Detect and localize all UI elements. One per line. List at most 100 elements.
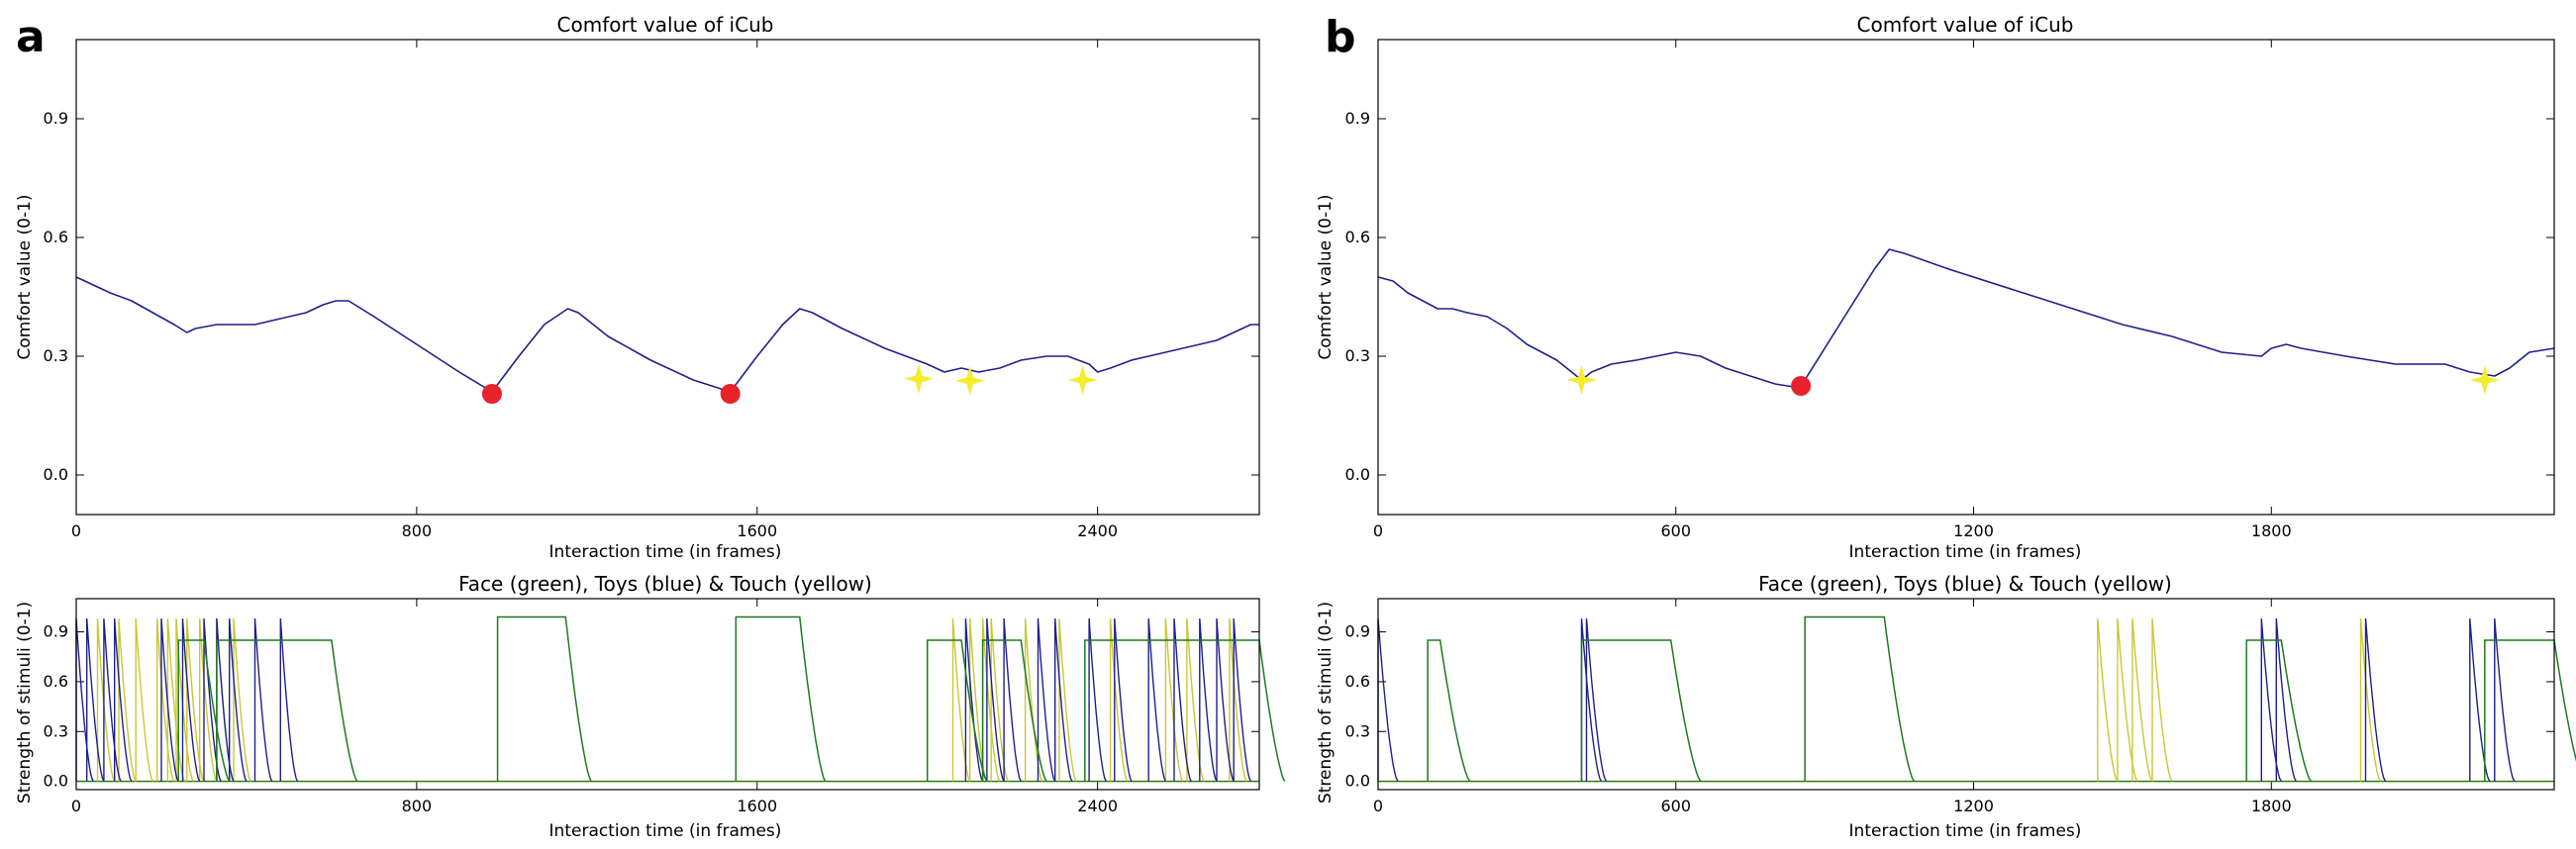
panel-b-stimuli-xtick-label: 1800 bbox=[2251, 797, 2292, 815]
panel-b-comfort-xtick-label: 1200 bbox=[1953, 521, 1994, 540]
panel-a-stimuli-xlabel: Interaction time (in frames) bbox=[549, 821, 782, 841]
panel-a-comfort-chart: Comfort value of iCub Interaction time (… bbox=[15, 13, 1260, 562]
panel-a-stimuli-face-plateau bbox=[177, 639, 231, 782]
panel-a-stimuli-toys-spike bbox=[1147, 618, 1167, 782]
panel-a-comfort-xtick-label: 1600 bbox=[737, 521, 777, 540]
panel-letter-b: b bbox=[1325, 12, 1356, 62]
panel-a-stimuli-toys-spike bbox=[1003, 618, 1022, 782]
panel-b-comfort-xtick-label: 0 bbox=[1373, 521, 1383, 540]
panel-a-comfort-ytick-label: 0.0 bbox=[44, 465, 68, 484]
panel-b-stimuli-face-plateau bbox=[1804, 615, 1916, 782]
panel-a-stimuli-toys-spike bbox=[203, 618, 222, 782]
panel-a-stimuli-ylabel: Strength of stimuli (0-1) bbox=[15, 602, 35, 803]
panel-a-stimuli-face-plateau bbox=[496, 615, 592, 782]
panel-a-stimuli-ytick-label: 0.0 bbox=[44, 772, 68, 791]
panel-b-stimuli-toys-spike bbox=[2364, 618, 2387, 782]
panel-b-stimuli-touch-spike bbox=[2097, 618, 2119, 782]
panel-a-stimuli-toys-spike bbox=[253, 618, 273, 782]
panel-a-stimuli-touch-spike bbox=[156, 618, 175, 782]
panel-a-comfort-frame bbox=[75, 39, 1260, 516]
panel-b-comfort-chart: Comfort value of iCub Interaction time (… bbox=[1316, 13, 2555, 562]
panel-a-comfort-yellow-star-marker bbox=[954, 365, 985, 396]
panel-a-stimuli-touch-spike bbox=[1186, 618, 1205, 782]
panel-a-comfort-comfort-line bbox=[75, 276, 1259, 393]
panel-b-comfort-ytick-label: 0.6 bbox=[1345, 228, 1370, 246]
panel-a-comfort-xtick-label: 0 bbox=[71, 521, 81, 540]
panel-a-comfort-ylabel: Comfort value (0-1) bbox=[15, 194, 35, 359]
panel-b-stimuli-toys-spike bbox=[1580, 618, 1603, 782]
panel-a-comfort-red-dot-marker bbox=[720, 384, 741, 404]
panel-a-comfort-ytick-label: 0.6 bbox=[44, 228, 68, 246]
panel-b-comfort-ytick-label: 0.3 bbox=[1345, 346, 1370, 365]
panel-b-stimuli-toys-spike bbox=[1377, 618, 1399, 782]
panel-a-stimuli-toys-spike bbox=[1216, 618, 1235, 782]
panel-a-stimuli-title: Face (green), Toys (blue) & Touch (yello… bbox=[458, 572, 872, 596]
panel-a-stimuli-toys-spike bbox=[103, 618, 122, 782]
panel-a-stimuli-toys-spike bbox=[181, 618, 201, 782]
panel-b-stimuli-ytick-label: 0.6 bbox=[1345, 672, 1370, 691]
panel-a-stimuli-face-plateau bbox=[216, 639, 358, 782]
panel-a-stimuli-frame bbox=[75, 598, 1260, 791]
panel-b-stimuli-xtick-label: 600 bbox=[1660, 797, 1691, 815]
panel-a-stimuli-xtick-label: 800 bbox=[402, 797, 433, 815]
panel-b-stimuli-touch-spike bbox=[2117, 618, 2138, 782]
panel-a-stimuli-toys-spike bbox=[279, 618, 299, 782]
panel-a-comfort-xtick-label: 800 bbox=[402, 521, 433, 540]
panel-a-stimuli-touch-spike bbox=[233, 618, 251, 782]
panel-a-stimuli-touch-spike bbox=[969, 618, 988, 782]
panel-b-comfort-ytick-label: 0.9 bbox=[1345, 109, 1370, 128]
panel-a-stimuli-toys-spike bbox=[1088, 618, 1107, 782]
panel-b-stimuli-toys-spike bbox=[2275, 618, 2297, 782]
panel-a-stimuli-xtick-label: 1600 bbox=[737, 797, 777, 815]
panel-b-stimuli-title: Face (green), Toys (blue) & Touch (yello… bbox=[1758, 572, 2172, 596]
panel-a-stimuli-toys-spike bbox=[216, 618, 235, 782]
panel-a-comfort-ytick-label: 0.3 bbox=[44, 346, 68, 365]
panel-b-comfort-xtick-label: 600 bbox=[1660, 521, 1691, 540]
panel-a-stimuli-toys-spike bbox=[1173, 618, 1192, 782]
panel-a-stimuli-touch-spike bbox=[135, 618, 154, 782]
panel-b-comfort-frame bbox=[1377, 39, 2555, 516]
panel-b-stimuli-chart: Face (green), Toys (blue) & Touch (yello… bbox=[1316, 572, 2576, 841]
panel-b-stimuli-toys-spike bbox=[2469, 618, 2491, 782]
panel-b-stimuli-ytick-label: 0.9 bbox=[1345, 622, 1370, 641]
panel-b-comfort-xtick-label: 1800 bbox=[2251, 521, 2292, 540]
panel-b-comfort-ytick-label: 0.0 bbox=[1345, 465, 1370, 484]
panel-a-stimuli-toys-spike bbox=[1199, 618, 1218, 782]
panel-a-stimuli-toys-spike bbox=[229, 618, 248, 782]
panel-b-stimuli-touch-spike bbox=[2359, 618, 2382, 782]
panel-b-stimuli-touch-spike bbox=[2151, 618, 2173, 782]
panel-b-stimuli-xlabel: Interaction time (in frames) bbox=[1849, 821, 2082, 841]
panel-a-stimuli-touch-spike bbox=[186, 618, 205, 782]
panel-a-stimuli-toys-spike bbox=[1054, 618, 1073, 782]
panel-b-stimuli-face-plateau bbox=[1427, 639, 1471, 782]
panel-a-comfort-xlabel: Interaction time (in frames) bbox=[549, 542, 782, 562]
panel-b-stimuli-face-plateau bbox=[2484, 639, 2576, 782]
panel-b-comfort-yellow-star-marker bbox=[2469, 365, 2500, 395]
panel-b-stimuli-ylabel: Strength of stimuli (0-1) bbox=[1316, 602, 1336, 803]
panel-b-comfort-ylabel: Comfort value (0-1) bbox=[1316, 194, 1336, 359]
panel-a-stimuli-ytick-label: 0.3 bbox=[44, 721, 68, 740]
panel-a-stimuli-xtick-label: 2400 bbox=[1077, 797, 1118, 815]
panel-letter-a: a bbox=[16, 12, 46, 62]
panel-b-stimuli-frame bbox=[1377, 598, 2555, 791]
panel-b-stimuli-xtick-label: 0 bbox=[1373, 797, 1383, 815]
panel-a-stimuli-ytick-label: 0.6 bbox=[44, 672, 68, 691]
panel-b-stimuli-toys-spike bbox=[2494, 618, 2516, 782]
panel-a-stimuli-toys-spike bbox=[1037, 618, 1056, 782]
panel-a-stimuli-toys-spike bbox=[75, 618, 94, 782]
panel-b-comfort-red-dot-marker bbox=[1791, 376, 1812, 396]
panel-a-comfort-red-dot-marker bbox=[481, 384, 502, 404]
panel-b-stimuli-toys-spike bbox=[2260, 618, 2282, 782]
panel-a-stimuli-ytick-label: 0.9 bbox=[44, 622, 68, 641]
panel-a-stimuli-touch-spike bbox=[199, 618, 218, 782]
panel-a-comfort-xtick-label: 2400 bbox=[1077, 521, 1118, 540]
panel-a-stimuli-toys-spike bbox=[86, 618, 105, 782]
panel-b-comfort-comfort-line bbox=[1377, 248, 2555, 389]
panel-b-stimuli-toys-spike bbox=[1585, 618, 1608, 782]
panel-a-stimuli-touch-spike bbox=[951, 618, 971, 782]
panel-a-stimuli-touch-spike bbox=[118, 618, 137, 782]
panel-a-comfort-yellow-star-marker bbox=[904, 363, 934, 394]
panel-a-stimuli-touch-spike bbox=[1109, 618, 1129, 782]
panel-b-stimuli-xtick-label: 1200 bbox=[1953, 797, 1994, 815]
